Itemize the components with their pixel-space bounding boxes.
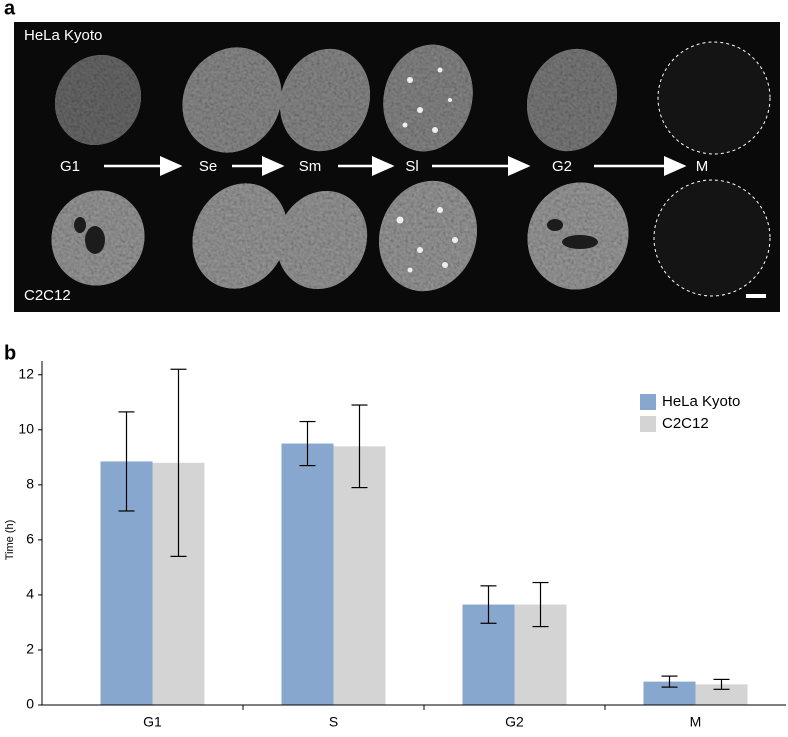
legend-label: C2C12 bbox=[662, 415, 709, 432]
y-axis-label: Time (h) bbox=[4, 520, 16, 561]
mitotic-outline bbox=[657, 41, 771, 155]
x-tick-label: G1 bbox=[143, 714, 162, 730]
cell-line-label: C2C12 bbox=[24, 287, 71, 304]
cell bbox=[526, 48, 618, 152]
panel-label: a bbox=[4, 0, 16, 19]
cell bbox=[182, 47, 282, 153]
y-tick-label: 10 bbox=[18, 421, 34, 437]
y-tick-label: 8 bbox=[26, 476, 34, 492]
cell bbox=[378, 180, 478, 292]
scale-bar bbox=[746, 294, 766, 298]
legend-label: HeLa Kyoto bbox=[662, 393, 740, 410]
phase-label: M bbox=[696, 158, 709, 175]
legend-swatch bbox=[640, 416, 656, 432]
mitotic-outline bbox=[653, 179, 771, 297]
phase-label: Sm bbox=[299, 158, 322, 175]
phase-label: G1 bbox=[60, 158, 80, 175]
phase-label: Sl bbox=[405, 158, 418, 175]
y-tick-label: 6 bbox=[26, 531, 34, 547]
phase-label: Se bbox=[199, 158, 217, 175]
cell bbox=[192, 183, 288, 289]
cells bbox=[51, 44, 629, 292]
panel-label: b bbox=[4, 342, 16, 364]
bar bbox=[695, 684, 748, 705]
cell-line-label: HeLa Kyoto bbox=[24, 27, 102, 44]
bar bbox=[333, 446, 386, 705]
y-tick-label: 0 bbox=[26, 696, 34, 712]
y-tick-label: 4 bbox=[26, 586, 34, 602]
legend-swatch bbox=[640, 394, 656, 410]
bar bbox=[281, 443, 334, 705]
y-tick-label: 12 bbox=[18, 365, 34, 381]
x-tick-label: G2 bbox=[505, 714, 524, 730]
foci bbox=[396, 67, 458, 273]
bar bbox=[643, 681, 696, 705]
cell bbox=[276, 191, 368, 289]
x-tick-label: S bbox=[329, 714, 338, 730]
nucleoli bbox=[74, 217, 598, 254]
cell bbox=[279, 48, 371, 152]
cell bbox=[54, 54, 142, 146]
x-tick-label: M bbox=[690, 714, 702, 730]
y-tick-label: 2 bbox=[26, 641, 34, 657]
phase-label: G2 bbox=[552, 158, 572, 175]
